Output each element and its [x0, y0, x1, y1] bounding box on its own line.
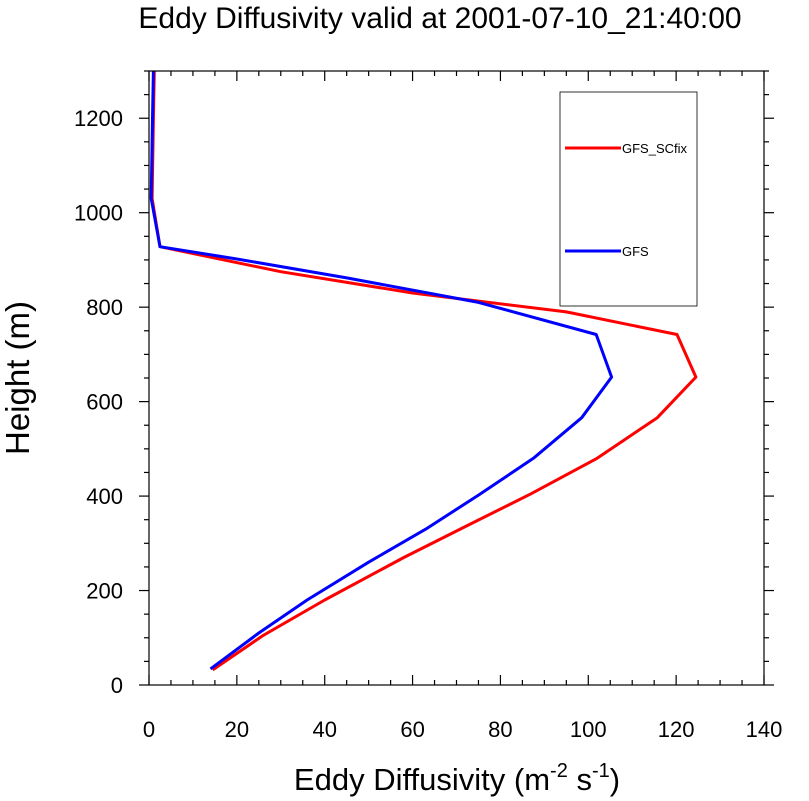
x-tick-label: 120: [658, 717, 695, 742]
x-axis-label: Eddy Diffusivity (m-2 s-1): [294, 760, 620, 797]
x-tick-label: 100: [570, 717, 607, 742]
x-axis-label-mid: s: [568, 762, 592, 797]
series-layer: [149, 70, 698, 672]
x-axis-label-base: Eddy Diffusivity (m: [294, 762, 550, 797]
x-tick-label: 140: [746, 717, 783, 742]
y-tick-label: 600: [86, 390, 123, 415]
x-tick-label: 60: [400, 717, 424, 742]
y-tick-label: 200: [86, 579, 123, 604]
x-tick-label: 40: [312, 717, 336, 742]
series-line-gfs: [149, 70, 614, 671]
y-axis-label: Height (m): [0, 301, 36, 455]
legend-box: [559, 91, 698, 307]
chart-title: Eddy Diffusivity valid at 2001-07-10_21:…: [138, 2, 741, 35]
y-tick-label: 1200: [74, 106, 123, 131]
x-tick-label: 0: [143, 717, 155, 742]
y-tick-label: 800: [86, 295, 123, 320]
x-axis-label-exp1: -2: [550, 760, 568, 782]
legend-label-gfs: GFS: [622, 244, 649, 259]
y-tick-label: 1000: [74, 201, 123, 226]
x-axis-label-exp2: -1: [592, 760, 610, 782]
y-tick-label: 0: [111, 673, 123, 698]
x-tick-label: 20: [225, 717, 249, 742]
legend-label-gfs-scfix: GFS_SCfix: [622, 141, 688, 156]
y-tick-label: 400: [86, 484, 123, 509]
x-tick-label: 80: [488, 717, 512, 742]
legend: GFS_SCfix GFS: [559, 91, 698, 307]
tick-layer: 0 20 40 60 80 100 120 140 0 200 400 600 800 1000 1200: [74, 70, 783, 742]
x-axis-label-end: ): [610, 762, 620, 797]
